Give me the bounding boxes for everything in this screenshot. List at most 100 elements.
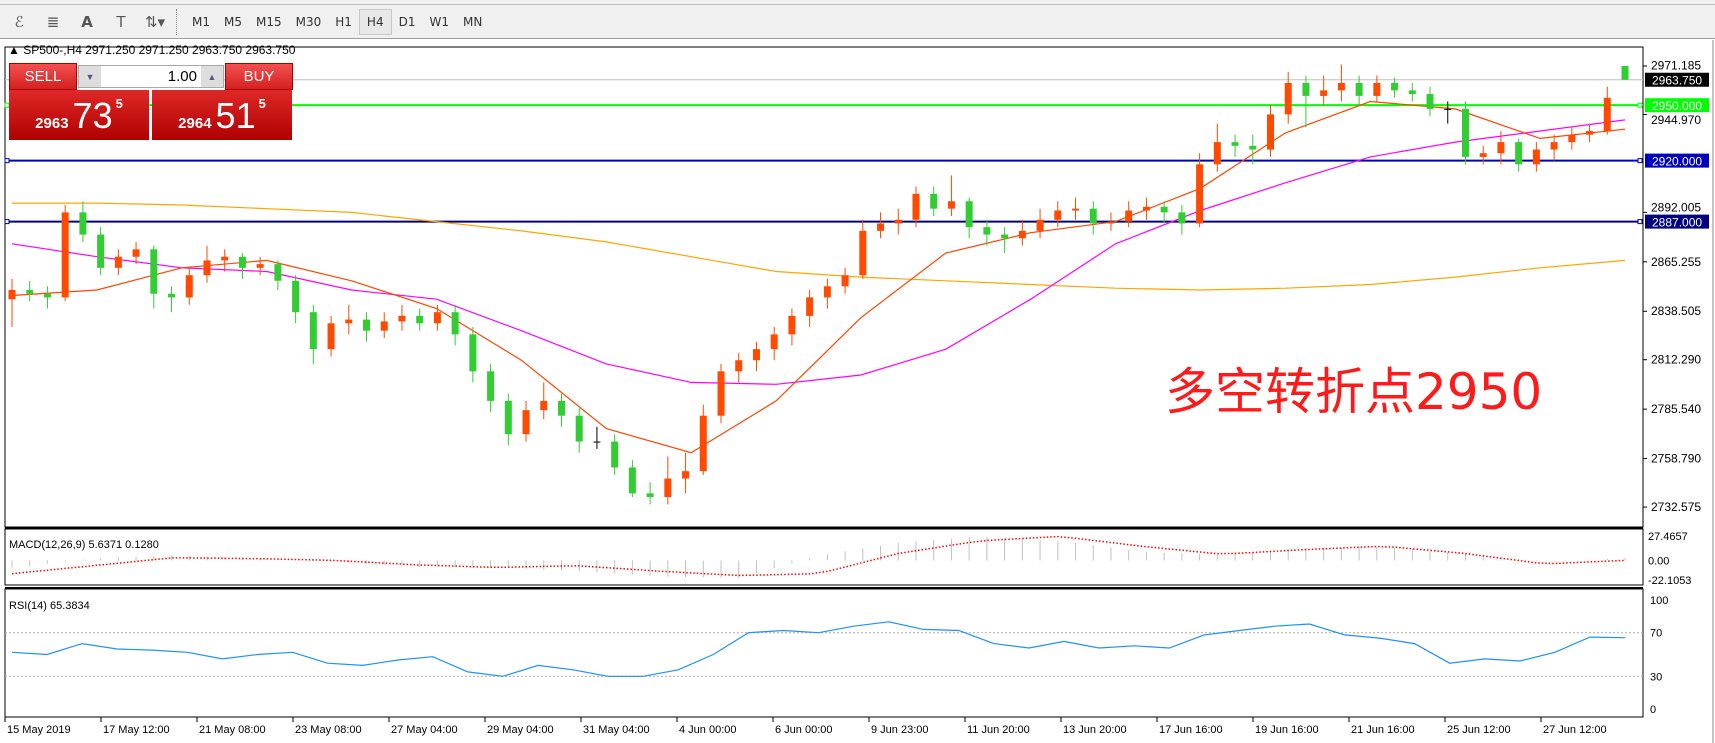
macd-tick-label: 27.4657 bbox=[1648, 531, 1688, 543]
macd-tick-label: 0.00 bbox=[1648, 555, 1669, 567]
candle-body bbox=[150, 249, 158, 294]
candle-body bbox=[487, 371, 495, 401]
candle-body bbox=[788, 315, 796, 335]
candle-body bbox=[912, 193, 920, 220]
text-icon[interactable]: A bbox=[81, 12, 93, 31]
line-price-label: 2920.000 bbox=[1652, 155, 1702, 169]
price-tick-label: 2785.540 bbox=[1651, 402, 1701, 416]
candle-body bbox=[1515, 142, 1523, 165]
symbol-info: ▲ SP500-,H4 2971.250 2971.250 2963.750 2… bbox=[8, 43, 296, 57]
candle-body bbox=[664, 478, 672, 498]
timeframe-d1[interactable]: D1 bbox=[398, 14, 416, 29]
price-tick-label: 2892.005 bbox=[1651, 201, 1701, 215]
text-label-icon[interactable]: Ｔ bbox=[113, 13, 129, 31]
candle-body bbox=[256, 264, 264, 268]
candle-body bbox=[1231, 142, 1239, 146]
time-label: 21 Jun 16:00 bbox=[1351, 724, 1415, 736]
candle-body bbox=[1586, 131, 1594, 135]
candle-body bbox=[717, 371, 725, 416]
candle-body bbox=[735, 360, 743, 372]
rsi-tick-label: 70 bbox=[1650, 628, 1662, 640]
lot-value[interactable]: 1.00 bbox=[167, 68, 197, 85]
time-label: 27 May 04:00 bbox=[391, 724, 458, 736]
candle-body bbox=[1196, 164, 1204, 224]
lot-decrease-icon[interactable]: ▼ bbox=[79, 66, 101, 87]
candle-body bbox=[611, 441, 619, 468]
time-label: 27 Jun 12:00 bbox=[1543, 724, 1607, 736]
line-handle bbox=[1637, 158, 1643, 164]
timeframe-mn[interactable]: MN bbox=[462, 14, 483, 29]
candle-body bbox=[132, 249, 140, 257]
candle-body bbox=[575, 415, 583, 442]
price-tick-label: 2865.255 bbox=[1651, 255, 1701, 269]
timeframe-m30[interactable]: M30 bbox=[295, 14, 322, 29]
price-tick-label: 2944.970 bbox=[1651, 113, 1701, 127]
candle-body bbox=[877, 223, 885, 231]
lot-increase-icon[interactable]: ▲ bbox=[201, 66, 223, 87]
chart-canvas[interactable]: 2971.185 2944.970 2892.005 2865.255 2838.505… bbox=[0, 40, 1715, 743]
candle-body bbox=[1373, 82, 1381, 96]
sell-price-main: 73 bbox=[72, 95, 113, 136]
fibonacci-icon[interactable]: ≣ bbox=[46, 12, 60, 31]
ma-fast-line bbox=[11, 100, 1626, 454]
time-label: 9 Jun 23:00 bbox=[871, 724, 929, 736]
candle-body bbox=[504, 400, 512, 435]
candle-body bbox=[1497, 142, 1505, 154]
candle-body bbox=[363, 319, 371, 331]
candle-body bbox=[1391, 82, 1399, 91]
arrows-icon[interactable]: ⇅▾ bbox=[144, 12, 166, 31]
elliott-wave-icon[interactable]: ℰ bbox=[14, 12, 24, 31]
candle-body bbox=[345, 319, 353, 324]
candle-body bbox=[1036, 219, 1044, 231]
time-label: 15 May 2019 bbox=[7, 724, 71, 736]
timeframe-h1[interactable]: H1 bbox=[335, 14, 352, 29]
rsi-line bbox=[11, 621, 1626, 677]
sell-price-box[interactable]: 2963 73 5 bbox=[9, 90, 149, 140]
candle-body bbox=[806, 297, 814, 316]
candle-body bbox=[1320, 90, 1328, 96]
candle-body bbox=[1125, 210, 1133, 222]
buy-price-box[interactable]: 2964 51 5 bbox=[152, 90, 292, 140]
candle-body bbox=[221, 256, 229, 261]
rsi-tick-label: 0 bbox=[1650, 704, 1656, 716]
timeframe-w1[interactable]: W1 bbox=[429, 14, 449, 29]
candle-body bbox=[203, 260, 211, 276]
lot-size-input[interactable]: ▼ 1.00 ▲ bbox=[78, 65, 224, 88]
candle-body bbox=[1249, 145, 1257, 150]
candle-body bbox=[1550, 142, 1558, 150]
candle-body bbox=[433, 312, 441, 324]
candle-body bbox=[947, 201, 955, 209]
timeframe-m15[interactable]: M15 bbox=[256, 14, 282, 29]
candle-body bbox=[859, 230, 867, 276]
candle-body bbox=[752, 349, 760, 361]
window-tab-strip bbox=[0, 0, 1715, 5]
sell-button[interactable]: SELL bbox=[9, 63, 77, 90]
candle-body bbox=[823, 286, 831, 298]
timeframe-h4[interactable]: H4 bbox=[358, 8, 392, 35]
candle-body bbox=[79, 212, 87, 235]
buy-price-main: 51 bbox=[215, 95, 256, 136]
candle-body bbox=[1302, 82, 1310, 96]
candle-body bbox=[97, 234, 105, 268]
timeframe-m1[interactable]: M1 bbox=[192, 14, 210, 29]
time-label: 21 May 08:00 bbox=[199, 724, 266, 736]
candle-body bbox=[1426, 94, 1434, 109]
buy-price-prefix: 2964 bbox=[178, 115, 212, 132]
candle-body bbox=[114, 256, 122, 268]
line-handle bbox=[4, 219, 10, 225]
timeframe-m5[interactable]: M5 bbox=[224, 14, 242, 29]
current-price-label: 2963.750 bbox=[1652, 74, 1702, 88]
candle-body bbox=[1160, 206, 1168, 213]
candle-body bbox=[1178, 212, 1186, 224]
candle-body bbox=[930, 193, 938, 209]
line-handle bbox=[4, 158, 10, 164]
candle-body bbox=[699, 415, 707, 472]
candle-body bbox=[26, 290, 34, 294]
candle-body bbox=[1337, 82, 1345, 91]
time-label: 19 Jun 16:00 bbox=[1255, 724, 1319, 736]
macd-signal-line bbox=[11, 535, 1626, 577]
buy-button[interactable]: BUY bbox=[225, 63, 293, 90]
current-price-badge bbox=[1645, 72, 1709, 87]
candle-body bbox=[770, 334, 778, 350]
candle-body bbox=[1444, 108, 1452, 110]
